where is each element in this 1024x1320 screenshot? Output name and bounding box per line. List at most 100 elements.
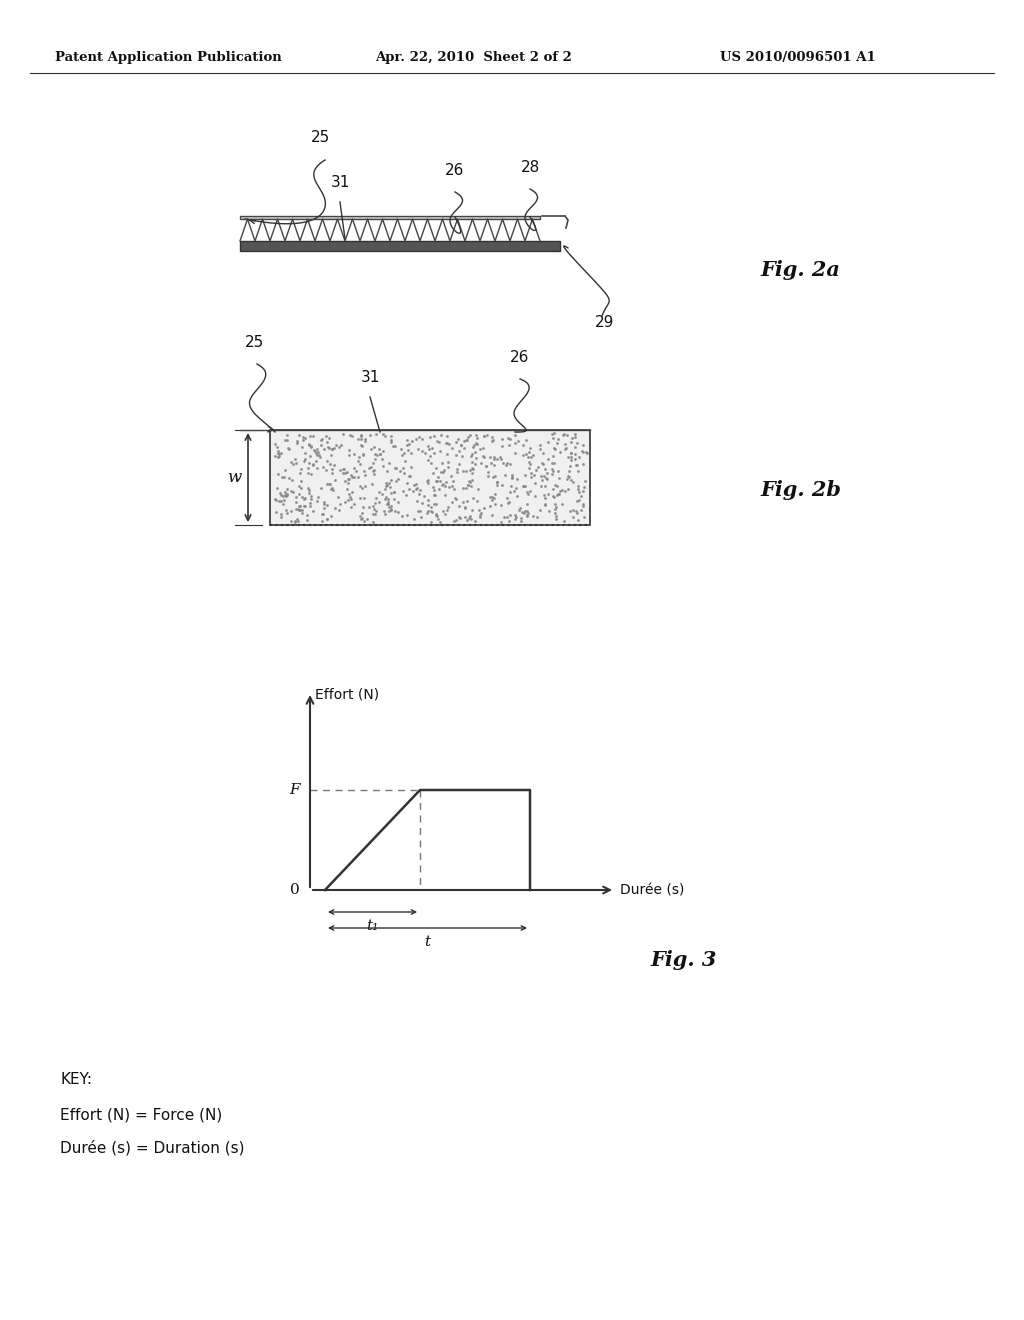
Point (502, 504, 518, 525)
Point (534, 453, 550, 474)
Point (291, 483, 307, 504)
Point (367, 449, 383, 470)
Point (494, 428, 510, 449)
Point (443, 437, 460, 458)
Point (430, 508, 446, 529)
Point (493, 449, 509, 470)
Point (507, 478, 523, 499)
Point (318, 508, 335, 529)
Point (463, 508, 479, 529)
Point (367, 444, 383, 465)
Point (335, 422, 351, 444)
Point (464, 500, 480, 521)
Point (476, 498, 493, 519)
Point (461, 507, 477, 528)
Point (412, 479, 428, 500)
Point (556, 511, 572, 532)
Point (501, 511, 517, 532)
Point (353, 507, 370, 528)
Point (413, 507, 429, 528)
Point (372, 444, 388, 465)
Text: F: F (290, 783, 300, 797)
Point (383, 495, 399, 516)
Point (567, 437, 584, 458)
Point (297, 442, 313, 463)
Point (297, 449, 313, 470)
Point (444, 470, 461, 491)
Point (486, 446, 503, 467)
Point (439, 444, 456, 465)
Point (514, 434, 530, 455)
Point (439, 499, 456, 520)
Point (515, 475, 531, 496)
Point (377, 488, 393, 510)
Point (532, 475, 549, 496)
Point (482, 446, 499, 467)
Text: Fig. 3: Fig. 3 (650, 950, 717, 970)
Point (414, 441, 430, 462)
Point (479, 462, 496, 483)
Point (462, 459, 478, 480)
Point (294, 429, 310, 450)
Point (312, 434, 329, 455)
Point (575, 507, 592, 528)
Point (430, 479, 446, 500)
Point (462, 424, 478, 445)
Point (283, 480, 299, 502)
Point (501, 434, 517, 455)
Point (362, 438, 379, 459)
Point (569, 461, 586, 482)
Point (269, 463, 286, 484)
Point (279, 484, 295, 506)
Point (452, 507, 468, 528)
Point (545, 453, 561, 474)
Point (296, 495, 312, 516)
Point (473, 503, 489, 524)
Point (433, 462, 450, 483)
Point (346, 494, 362, 515)
Point (289, 508, 305, 529)
Point (272, 484, 289, 506)
Point (546, 453, 562, 474)
Point (538, 467, 554, 488)
Point (560, 459, 577, 480)
Point (549, 432, 565, 453)
Point (378, 473, 394, 494)
Point (293, 478, 309, 499)
Point (390, 469, 407, 490)
Point (276, 466, 293, 487)
Point (425, 463, 441, 484)
Point (293, 458, 309, 479)
Text: w: w (227, 469, 241, 486)
Point (458, 461, 474, 482)
Point (321, 437, 337, 458)
Point (315, 498, 332, 519)
Point (324, 438, 340, 459)
Point (462, 471, 478, 492)
Point (291, 475, 307, 496)
Point (375, 424, 391, 445)
Point (552, 442, 568, 463)
Point (307, 450, 324, 471)
Point (388, 471, 404, 492)
Point (308, 438, 325, 459)
Point (464, 469, 480, 490)
Point (371, 491, 387, 512)
Point (292, 499, 308, 520)
Point (425, 477, 441, 498)
Point (447, 488, 464, 510)
Point (569, 475, 586, 496)
Point (420, 436, 436, 457)
Point (507, 442, 523, 463)
Point (518, 504, 535, 525)
Point (529, 507, 546, 528)
Point (377, 504, 393, 525)
Point (322, 454, 338, 475)
Point (331, 437, 347, 458)
Text: KEY:: KEY: (60, 1072, 92, 1088)
Point (558, 437, 574, 458)
Point (280, 437, 296, 458)
Point (439, 451, 456, 473)
Point (354, 444, 371, 465)
Point (386, 482, 402, 503)
